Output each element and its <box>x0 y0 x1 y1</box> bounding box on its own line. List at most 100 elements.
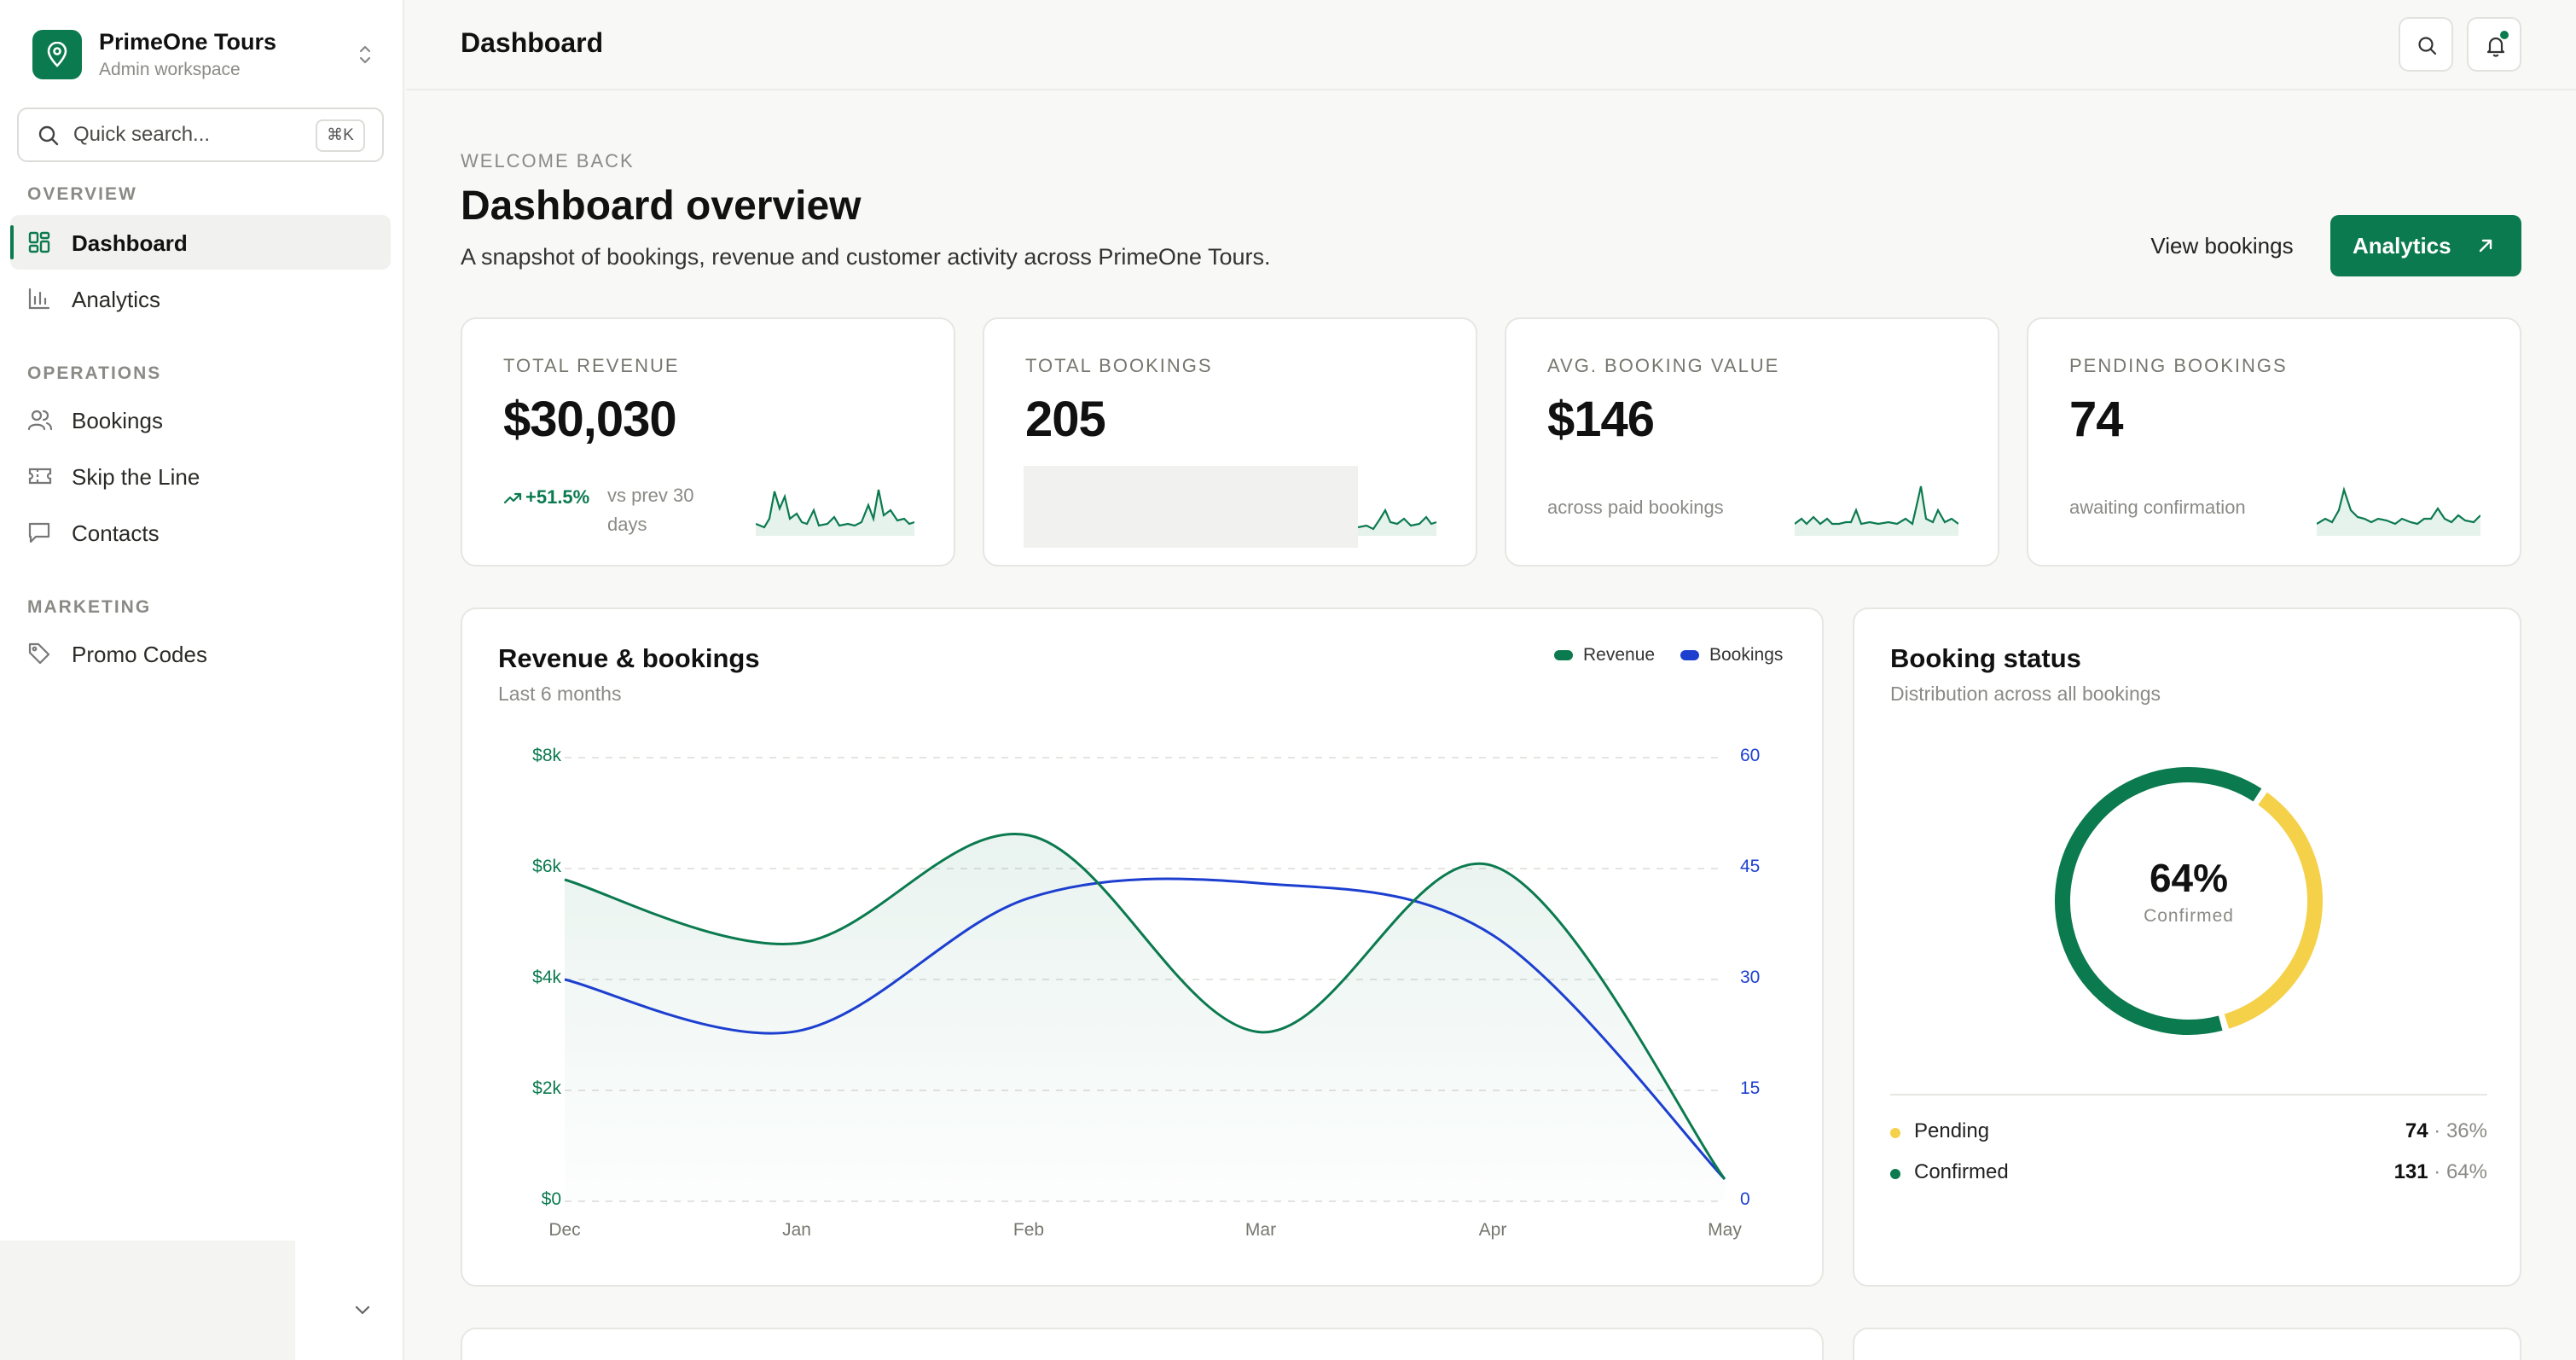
legend-bookings[interactable]: Bookings <box>1680 645 1783 665</box>
revenue-bookings-card: Revenue & bookings Last 6 months Revenue… <box>461 607 1824 1287</box>
analytics-button[interactable]: Analytics <box>2330 215 2521 276</box>
chart-subtitle: Last 6 months <box>498 683 622 705</box>
kpi-label: TOTAL REVENUE <box>503 355 680 376</box>
user-menu-placeholder <box>0 1241 295 1360</box>
page-title: Dashboard overview <box>461 183 862 229</box>
sidebar-item-label: Dashboard <box>72 230 188 256</box>
y-tick-right: 60 <box>1740 746 1761 765</box>
chat-icon <box>28 522 50 543</box>
status-value: 74 · 36% <box>2405 1119 2487 1142</box>
y-tick-left: $0 <box>541 1189 561 1209</box>
search-button[interactable] <box>2399 17 2453 72</box>
sidebar-item-label: Promo Codes <box>72 642 207 667</box>
sidebar-item-dashboard[interactable]: Dashboard <box>10 215 391 270</box>
kpi-card-avg-booking-value: AVG. BOOKING VALUE $146 across paid book… <box>1505 317 1999 567</box>
sidebar-item-contacts[interactable]: Contacts <box>10 505 391 560</box>
kpi-value: $146 <box>1547 392 1655 447</box>
nav-section-overview: OVERVIEW <box>27 184 137 204</box>
map-pin-icon <box>32 30 82 79</box>
quick-search-input[interactable]: Quick search... ⌘K <box>17 108 384 162</box>
trend-badge: +51.5% <box>503 486 589 509</box>
search-placeholder: Quick search... <box>73 123 211 146</box>
sidebar-item-label: Bookings <box>72 408 163 433</box>
revenue-line <box>564 832 1726 1180</box>
status-value: 131 · 64% <box>2393 1160 2487 1183</box>
revenue-sparkline <box>756 489 914 536</box>
legend-label: Bookings <box>1709 645 1784 665</box>
workspace-switcher[interactable]: PrimeOne Tours Admin workspace <box>32 27 374 85</box>
trend-note: vs prev 30 days <box>607 485 694 535</box>
donut-slice-confirmed[interactable] <box>2055 767 2262 1035</box>
users-icon <box>27 410 53 431</box>
chart-subtitle: Distribution across all bookings <box>1890 683 2161 705</box>
status-dot <box>1890 1128 1900 1138</box>
kpi-value: 74 <box>2069 392 2124 447</box>
status-count: 74 <box>2405 1119 2428 1142</box>
nav-section-marketing: MARKETING <box>27 597 152 617</box>
workspace-label: Admin workspace <box>99 60 241 79</box>
status-name: Pending <box>1914 1119 1990 1142</box>
sidebar-item-label: Skip the Line <box>72 464 200 490</box>
grid-icon <box>28 231 50 253</box>
bookings-line <box>564 877 1726 1181</box>
sidebar-item-label: Contacts <box>72 520 160 546</box>
divider <box>1890 1094 2487 1096</box>
legend-swatch <box>1680 650 1699 661</box>
status-dot <box>1890 1169 1900 1179</box>
legend-revenue[interactable]: Revenue <box>1554 645 1655 665</box>
x-tick: Feb <box>1012 1220 1045 1240</box>
ticket-icon <box>28 468 52 485</box>
y-tick-right: 45 <box>1740 857 1761 876</box>
status-count: 131 <box>2393 1160 2428 1183</box>
bottom-card-left <box>461 1328 1824 1360</box>
topbar-title: Dashboard <box>461 27 604 58</box>
x-tick: May <box>1708 1220 1742 1240</box>
booking-status-donut <box>2055 767 2323 1035</box>
donut-center: 64% Confirmed <box>2103 855 2274 927</box>
search-icon <box>2418 37 2437 55</box>
chart-title: Booking status <box>1890 643 2081 673</box>
trend-up-icon <box>503 493 522 504</box>
kpi-label: PENDING BOOKINGS <box>2069 355 2288 376</box>
kpi-label: AVG. BOOKING VALUE <box>1547 355 1780 376</box>
sidebar-item-skip-the-line[interactable]: Skip the Line <box>10 449 391 503</box>
y-tick-right: 30 <box>1740 968 1761 987</box>
chevron-up-down-icon <box>359 45 371 64</box>
y-tick-left: $6k <box>532 857 561 876</box>
x-tick: Jan <box>782 1220 811 1240</box>
kpi-note: across paid bookings <box>1547 497 1724 518</box>
revenue-area <box>565 834 1725 1201</box>
x-tick: Dec <box>548 1220 581 1240</box>
notifications-button[interactable] <box>2467 17 2521 72</box>
legend-swatch <box>1554 650 1573 661</box>
welcome-eyebrow: WELCOME BACK <box>461 150 635 171</box>
notification-dot <box>2500 31 2509 39</box>
pending-sparkline <box>2317 486 2480 536</box>
kpi-card-total-bookings: TOTAL BOOKINGS 205 <box>983 317 1477 567</box>
status-percent: 64% <box>2445 1160 2487 1183</box>
bar-chart-icon <box>28 288 50 310</box>
y-tick-right: 0 <box>1740 1189 1750 1209</box>
y-tick-left: $4k <box>532 968 561 987</box>
status-percent: 36% <box>2445 1119 2487 1142</box>
brand-name: PrimeOne Tours <box>99 29 277 55</box>
arrow-up-right-icon <box>2479 239 2492 253</box>
status-name: Confirmed <box>1914 1160 2009 1183</box>
shortcut-badge: ⌘K <box>316 119 365 152</box>
donut-slice-pending[interactable] <box>2224 792 2323 1029</box>
kpi-card-pending-bookings: PENDING BOOKINGS 74 awaiting confirmatio… <box>2027 317 2521 567</box>
loading-skeleton <box>1024 466 1358 548</box>
chart-title: Revenue & bookings <box>498 643 760 673</box>
tag-icon <box>28 642 50 665</box>
y-tick-left: $2k <box>532 1078 561 1098</box>
sidebar-item-promo-codes[interactable]: Promo Codes <box>10 626 391 681</box>
kpi-value: 205 <box>1025 392 1106 447</box>
avg-value-sparkline <box>1795 485 1958 536</box>
donut-center-label: Confirmed <box>2144 906 2234 926</box>
chevron-down-icon[interactable] <box>353 1300 372 1319</box>
revenue-bookings-plot <box>564 757 1726 1202</box>
sidebar-item-bookings[interactable]: Bookings <box>10 392 391 447</box>
view-bookings-button[interactable]: View bookings <box>2150 233 2294 259</box>
kpi-value: $30,030 <box>503 392 677 447</box>
sidebar-item-analytics[interactable]: Analytics <box>10 271 391 326</box>
